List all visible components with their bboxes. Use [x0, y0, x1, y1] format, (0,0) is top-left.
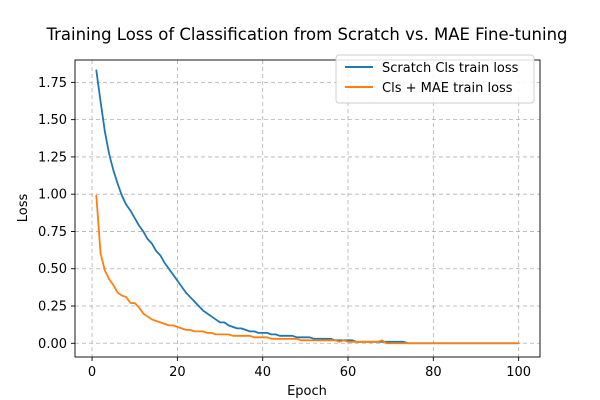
grid-lines [75, 60, 540, 357]
x-tick-label: 80 [425, 365, 442, 380]
x-tick-label: 100 [506, 365, 531, 380]
x-tick-label: 60 [340, 365, 357, 380]
legend-label-scratch: Scratch Cls train loss [382, 61, 519, 76]
x-tick-label: 40 [254, 365, 271, 380]
axis-ticks: 0 20 40 60 80 100 0.00 0.25 0.50 0.75 1.00 1.25 1.50… [38, 76, 531, 380]
y-tick-label: 1.00 [38, 188, 67, 203]
y-tick-label: 0.50 [38, 262, 67, 277]
y-tick-label: 0.00 [38, 337, 67, 352]
y-axis-label: Loss [16, 194, 31, 223]
y-tick-label: 1.25 [38, 150, 67, 165]
y-tick-label: 1.50 [38, 113, 67, 128]
x-axis-label: Epoch [287, 384, 327, 399]
y-tick-label: 1.75 [38, 76, 67, 91]
legend-label-mae: Cls + MAE train loss [382, 81, 513, 96]
x-tick-label: 0 [88, 365, 96, 380]
y-tick-label: 0.25 [38, 300, 67, 315]
legend: Scratch Cls train loss Cls + MAE train l… [335, 54, 535, 104]
data-series [95, 69, 520, 345]
x-tick-label: 20 [169, 365, 186, 380]
series-line-mae [95, 194, 520, 345]
y-tick-label: 0.75 [38, 225, 67, 240]
legend-box [335, 54, 535, 104]
chart-title: Training Loss of Classification from Scr… [45, 25, 567, 44]
plot-area-frame [74, 59, 541, 358]
